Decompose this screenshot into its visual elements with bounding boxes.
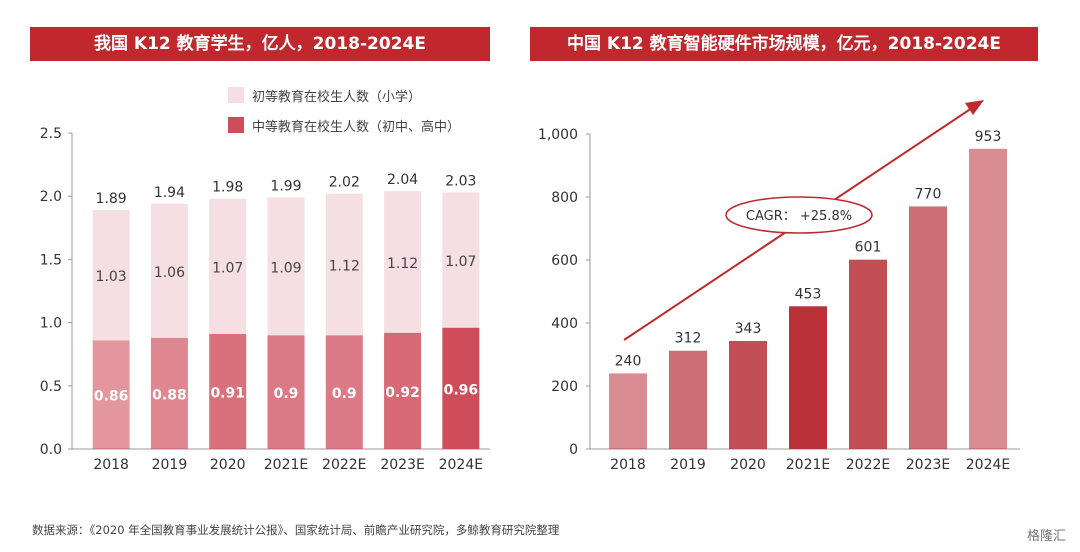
left-x-tick-label: 2022E xyxy=(322,457,366,473)
cagr-label: CAGR： +25.8% xyxy=(746,209,852,224)
left-legend-swatch-secondary xyxy=(228,117,244,133)
left-bar-primary-label: 1.07 xyxy=(212,260,243,276)
left-bar-secondary xyxy=(267,335,305,449)
left-x-tick-label: 2023E xyxy=(380,457,424,473)
left-bar-secondary-label: 0.96 xyxy=(444,382,479,398)
left-y-tick-label: 0.0 xyxy=(40,442,62,458)
left-bar-primary-label: 1.03 xyxy=(96,269,127,285)
right-bar xyxy=(969,148,1007,449)
left-bar-secondary xyxy=(209,333,247,449)
right-bar-value-label: 240 xyxy=(615,353,642,369)
left-x-tick-label: 2020 xyxy=(210,457,246,473)
right-y-tick-label: 1,000 xyxy=(538,127,578,143)
right-bar-value-label: 343 xyxy=(735,321,762,337)
right-x-tick-label: 2020 xyxy=(730,457,766,473)
left-bar-secondary-label: 0.91 xyxy=(210,385,245,401)
left-bar-primary-label: 1.12 xyxy=(387,256,418,272)
right-bar xyxy=(849,259,887,449)
data-source-note: 数据来源：《2020 年全国教育事业发展统计公报》、国家统计局、前瞻产业研究院，… xyxy=(32,523,560,537)
cagr-arrow-head xyxy=(965,100,984,115)
left-bar-secondary-label: 0.86 xyxy=(94,389,129,405)
left-x-tick-label: 2021E xyxy=(264,457,308,473)
left-bar-total-label: 2.02 xyxy=(329,175,360,191)
right-x-tick-label: 2018 xyxy=(610,457,646,473)
left-bar-primary xyxy=(209,198,247,334)
left-bar-secondary xyxy=(442,327,480,449)
left-x-tick-label: 2019 xyxy=(152,457,188,473)
left-bar-total-label: 1.99 xyxy=(270,178,301,194)
left-bar-primary xyxy=(92,210,130,341)
left-bar-primary-label: 1.07 xyxy=(445,254,476,270)
left-bar-primary xyxy=(150,203,188,338)
right-bar-value-label: 770 xyxy=(915,186,942,202)
left-bar-primary-label: 1.09 xyxy=(270,260,301,276)
right-x-tick-label: 2024E xyxy=(966,457,1010,473)
left-y-tick-label: 2.5 xyxy=(40,126,62,142)
left-bar-secondary-label: 0.9 xyxy=(332,386,357,402)
left-bar-secondary-label: 0.92 xyxy=(385,385,420,401)
left-legend-swatch-primary xyxy=(228,87,244,103)
left-x-tick-label: 2018 xyxy=(93,457,129,473)
left-bar-primary xyxy=(325,193,363,336)
right-bar xyxy=(609,373,647,449)
left-legend-label-secondary: 中等教育在校生人数（初中、高中） xyxy=(252,119,460,135)
left-bar-primary-label: 1.12 xyxy=(329,258,360,274)
left-y-tick-label: 0.5 xyxy=(40,379,62,395)
right-bar-value-label: 601 xyxy=(855,240,882,256)
right-y-tick-label: 0 xyxy=(569,442,578,458)
left-y-tick-label: 2.0 xyxy=(40,189,62,205)
left-bar-secondary xyxy=(150,337,188,449)
left-bar-secondary-label: 0.88 xyxy=(152,387,187,403)
left-bar-total-label: 1.89 xyxy=(96,191,127,207)
left-bar-total-label: 1.98 xyxy=(212,180,243,196)
right-bar xyxy=(669,350,707,449)
right-x-tick-label: 2021E xyxy=(786,457,830,473)
right-bar-value-label: 453 xyxy=(795,286,822,302)
left-bar-secondary xyxy=(384,332,422,449)
left-bar-total-label: 2.04 xyxy=(387,172,418,188)
right-chart-title: 中国 K12 教育智能硬件市场规模，亿元，2018-2024E xyxy=(530,27,1038,61)
left-bar-primary xyxy=(267,197,305,336)
right-x-tick-label: 2019 xyxy=(670,457,706,473)
right-x-tick-label: 2023E xyxy=(906,457,950,473)
left-bar-secondary xyxy=(92,340,130,449)
left-y-tick-label: 1.0 xyxy=(40,316,62,332)
right-bar xyxy=(789,306,827,449)
right-bar-value-label: 312 xyxy=(675,331,702,347)
right-x-tick-label: 2022E xyxy=(846,457,890,473)
left-bar-secondary xyxy=(325,335,363,449)
right-bar xyxy=(729,340,767,449)
left-chart-title: 我国 K12 教育学生，亿人，2018-2024E xyxy=(30,27,490,61)
left-bar-primary xyxy=(442,192,480,328)
right-y-tick-label: 600 xyxy=(551,253,578,269)
right-y-tick-label: 400 xyxy=(551,316,578,332)
left-y-tick-label: 1.5 xyxy=(40,252,62,268)
left-bar-total-label: 1.94 xyxy=(154,185,185,201)
right-bar xyxy=(909,206,947,449)
right-bar-value-label: 953 xyxy=(975,129,1002,145)
right-y-tick-label: 200 xyxy=(551,379,578,395)
right-y-tick-label: 800 xyxy=(551,190,578,206)
left-bar-total-label: 2.03 xyxy=(445,173,476,189)
left-bar-secondary-label: 0.9 xyxy=(274,386,299,402)
cagr-ellipse xyxy=(725,196,873,234)
watermark: 格隆汇 xyxy=(1026,529,1066,544)
left-bar-primary xyxy=(384,191,422,333)
left-x-tick-label: 2024E xyxy=(439,457,483,473)
left-bar-primary-label: 1.06 xyxy=(154,265,185,281)
left-legend-label-primary: 初等教育在校生人数（小学） xyxy=(252,89,421,105)
